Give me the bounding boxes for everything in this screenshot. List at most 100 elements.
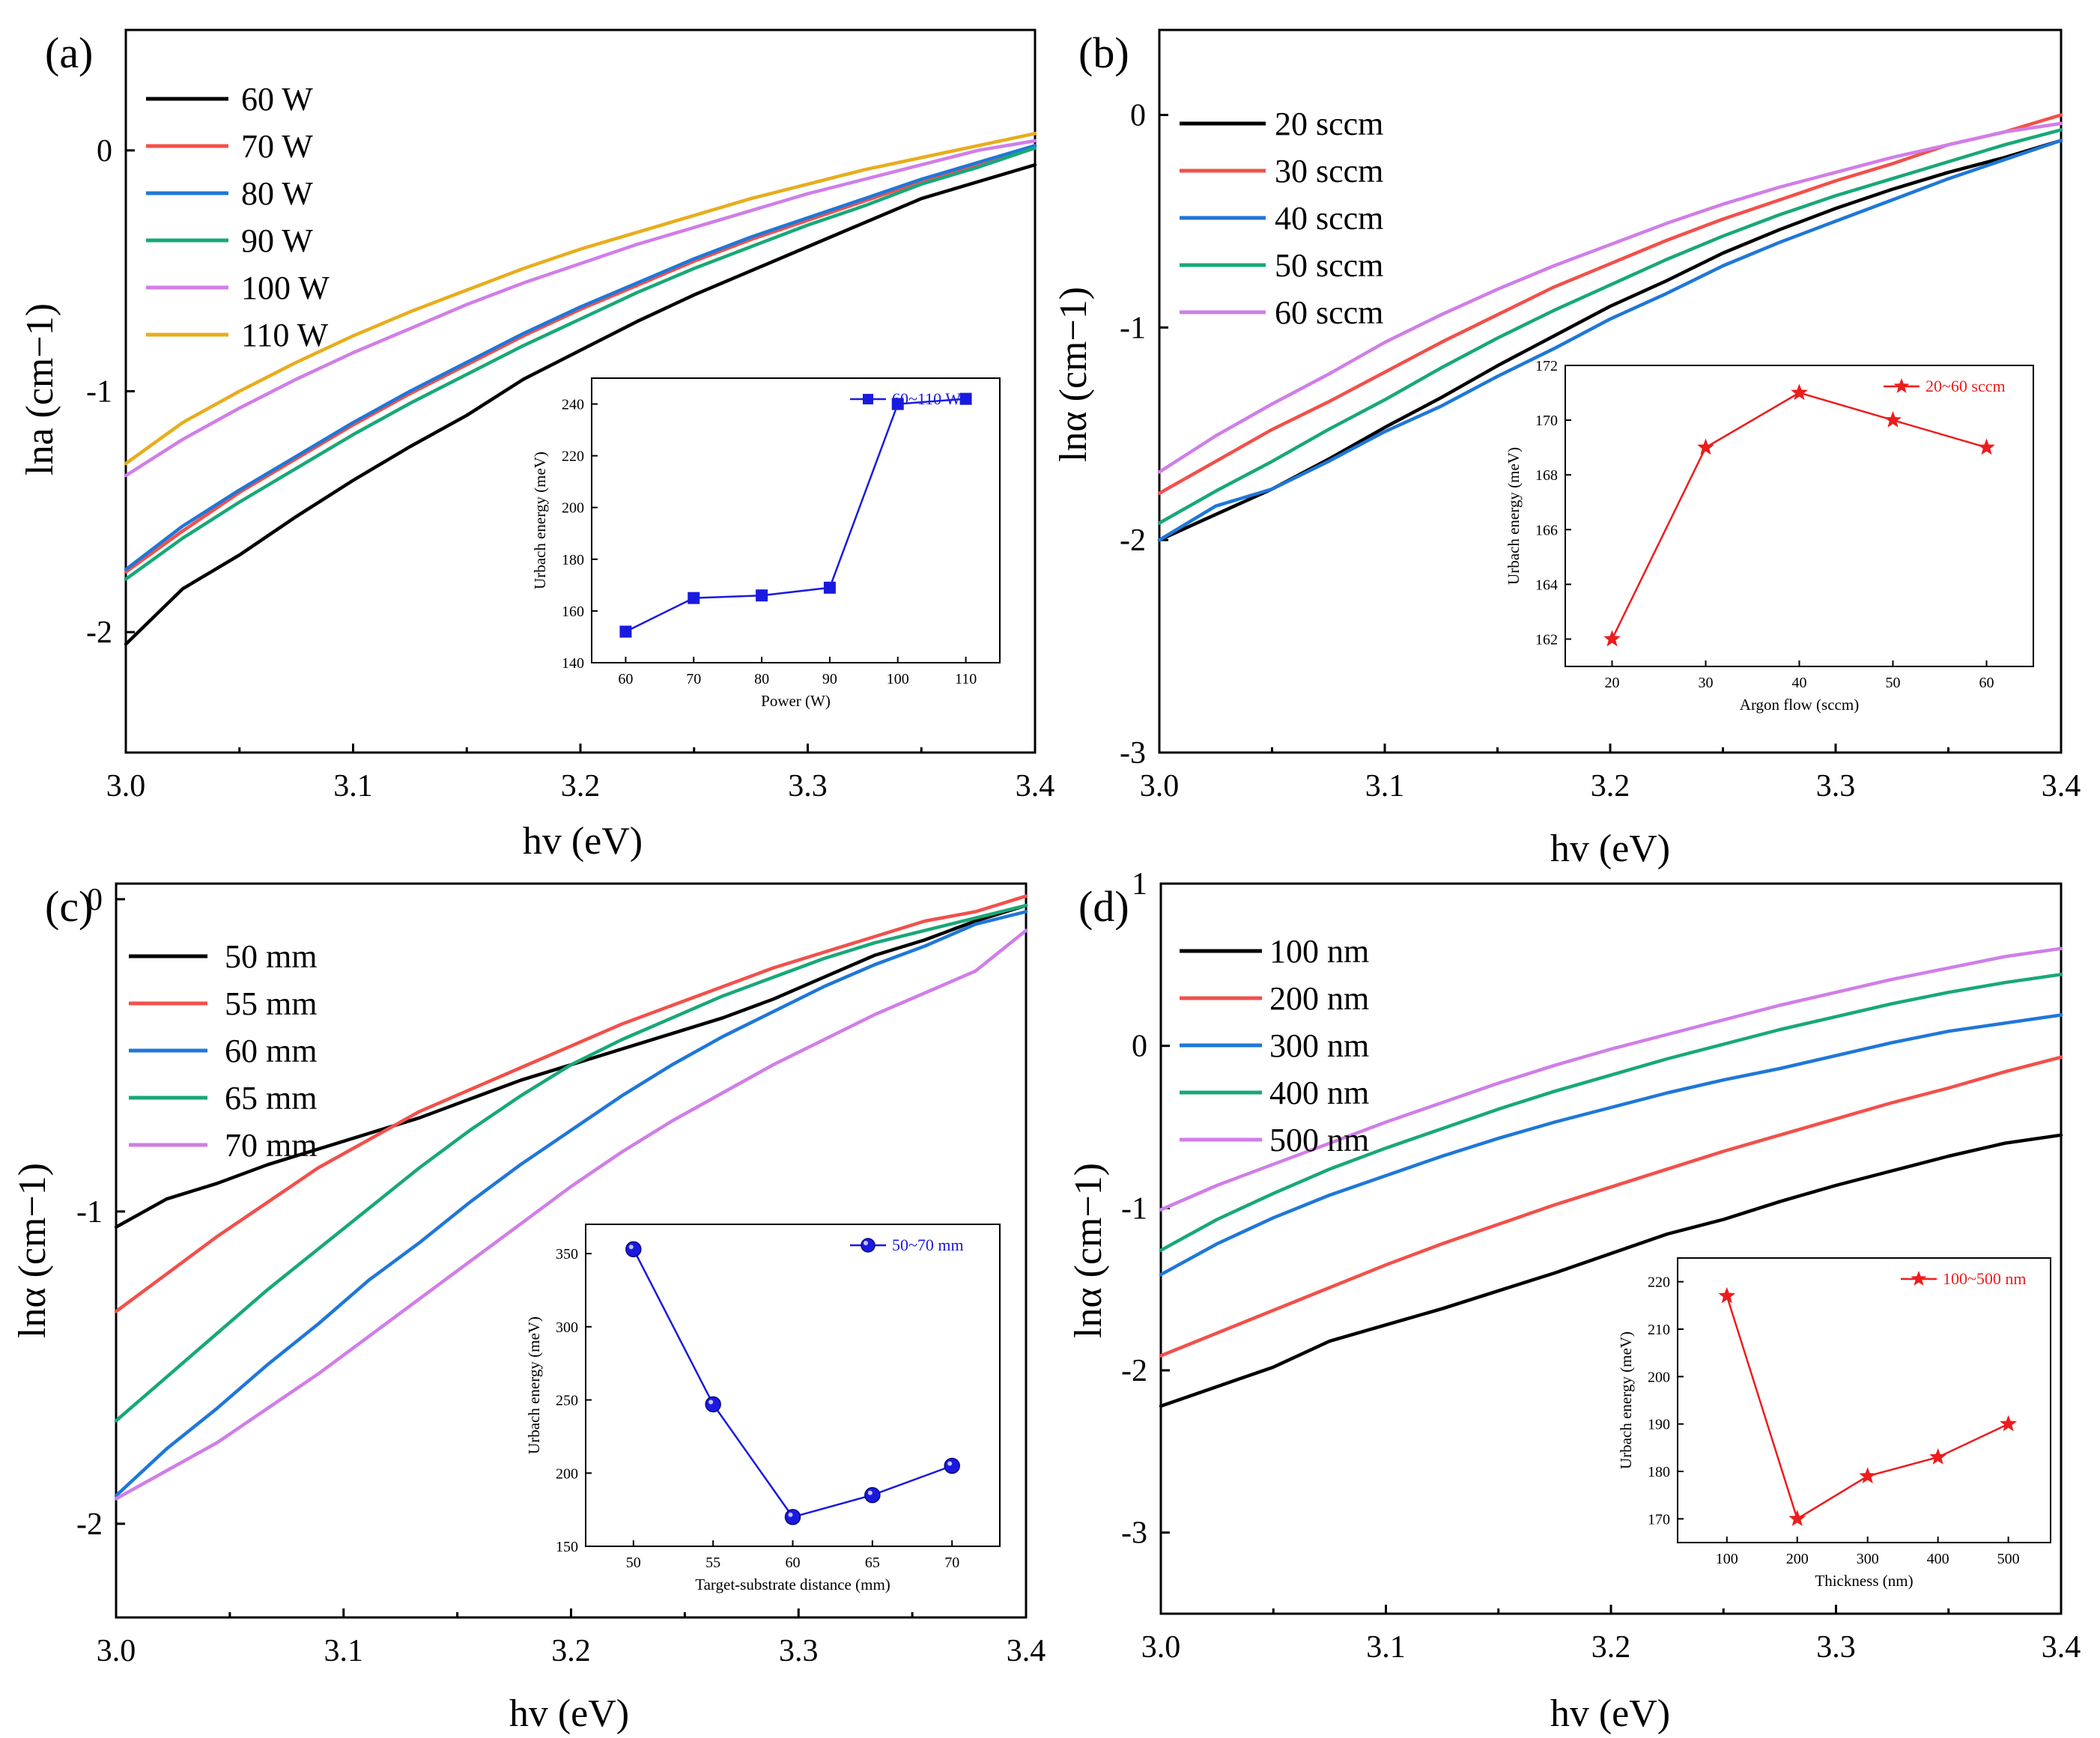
inset-x-tick-label: 30 <box>1699 675 1714 691</box>
inset-chart: 20 30 40 50 60 162 164 166 168 170 172 20~60 sccm Ar… <box>1505 358 2034 714</box>
y-tick-label: -1 <box>86 375 112 410</box>
x-axis-label: hv (eV) <box>1550 1692 1670 1735</box>
inset-y-axis-label: Urbach energy (meV) <box>525 1316 543 1454</box>
x-tick-label: 3.3 <box>779 1634 819 1668</box>
inset-y-tick-label: 140 <box>562 655 584 672</box>
x-tick-label: 3.4 <box>2042 1630 2081 1665</box>
series-line-55-mm <box>114 894 1028 1313</box>
x-axis-label: hv (eV) <box>1550 827 1670 870</box>
series-line-40-sccm <box>1157 139 2063 542</box>
series-line-50-sccm <box>1157 128 2063 525</box>
inset-frame <box>591 377 1001 663</box>
inset-y-tick-label: 168 <box>1535 467 1558 484</box>
inset-series-line <box>625 398 966 633</box>
inset-point-highlight <box>628 1245 634 1250</box>
inset-point <box>1893 378 1910 393</box>
y-tick-label: -1 <box>1120 311 1146 345</box>
inset-y-tick-label: 250 <box>556 1393 578 1409</box>
y-tick-label: -2 <box>86 616 112 650</box>
x-tick-label: 3.2 <box>1591 1630 1631 1665</box>
y-tick-label: 0 <box>1132 1030 1147 1064</box>
x-tick-label: 3.2 <box>551 1634 591 1668</box>
legend-label: 60 W <box>241 81 313 118</box>
inset-legend-label: 100~500 nm <box>1943 1269 2027 1288</box>
legend-label: 20 sccm <box>1275 106 1383 142</box>
inset-y-tick-label: 200 <box>556 1465 578 1482</box>
legend-label: 100 nm <box>1269 933 1369 970</box>
panel-d: 3.0 3.1 3.2 3.3 3.4 -3 -2 -1 0 1 100 nm 200 nm 300 n… <box>1067 867 2081 1735</box>
series-line-200-nm <box>1159 1055 2063 1358</box>
inset-x-tick-label: 100 <box>1716 1551 1738 1567</box>
inset-legend-label: 60~110 W <box>892 389 961 408</box>
x-axis-label: hv (eV) <box>523 820 643 863</box>
inset-x-tick-label: 110 <box>955 671 977 687</box>
inset-point <box>1859 1467 1877 1483</box>
inset-point <box>864 1486 881 1504</box>
inset-point <box>891 398 904 410</box>
inset-x-tick-label: 20 <box>1605 675 1620 691</box>
y-axis-label: lna (cm−1) <box>19 303 61 475</box>
inset-x-tick-label: 70 <box>944 1555 959 1571</box>
inset-y-tick-label: 200 <box>1648 1369 1670 1385</box>
x-tick-label: 3.1 <box>1366 1630 1406 1665</box>
series-line-400-nm <box>1159 973 2063 1252</box>
y-tick-label: -2 <box>1121 1354 1147 1388</box>
inset-point <box>861 1238 875 1253</box>
inset-y-tick-label: 150 <box>556 1539 578 1555</box>
inset-x-tick-label: 400 <box>1927 1551 1949 1567</box>
x-tick-label: 3.1 <box>1365 769 1405 803</box>
inset-point <box>1697 438 1714 455</box>
inset-chart: 100 200 300 400 500 170 180 190 200 210 220 100~500… <box>1617 1257 2051 1590</box>
series-line-70-W <box>124 144 1037 574</box>
inset-y-axis-label: Urbach energy (meV) <box>1617 1331 1635 1469</box>
series-line-60-W <box>124 162 1037 646</box>
y-tick-label: -2 <box>1120 523 1146 558</box>
inset-x-tick-label: 80 <box>754 671 769 687</box>
y-tick-label: -3 <box>1120 736 1146 771</box>
legend-label: 40 sccm <box>1275 200 1383 237</box>
inset-y-tick-label: 220 <box>1648 1274 1670 1291</box>
inset-frame <box>585 1224 1001 1547</box>
legend-label: 100 W <box>241 270 330 306</box>
inset-x-tick-label: 100 <box>887 671 909 687</box>
inset-x-tick-label: 40 <box>1792 675 1807 691</box>
legend-label: 300 nm <box>1269 1027 1369 1064</box>
x-tick-label: 3.2 <box>1591 769 1630 803</box>
inset-x-axis-label: Thickness (nm) <box>1815 1572 1913 1590</box>
inset-point <box>1791 383 1808 401</box>
x-tick-label: 3.4 <box>2042 769 2081 803</box>
inset-point <box>625 1241 642 1257</box>
legend-label: 90 W <box>241 222 313 259</box>
inset-y-tick-label: 160 <box>562 604 584 620</box>
y-tick-label: 0 <box>1130 99 1146 133</box>
y-tick-label: 0 <box>87 883 103 917</box>
x-tick-label: 3.3 <box>1816 1630 1856 1665</box>
panel-a: 3.0 3.1 3.2 3.3 3.4 -2 -1 0 60 W 70 W 80 W 90 W 100 … <box>19 28 1054 863</box>
inset-y-tick-label: 172 <box>1535 358 1558 374</box>
y-axis-label: lnα (cm−1) <box>11 1163 54 1338</box>
inset-y-tick-label: 170 <box>1535 413 1558 429</box>
inset-point <box>756 589 768 602</box>
inset-point-highlight <box>864 1241 868 1245</box>
series-line-100-W <box>124 139 1037 478</box>
series-line-60-mm <box>114 910 1028 1498</box>
inset-point <box>1911 1271 1927 1286</box>
inset-point <box>823 581 836 594</box>
inset-y-axis-label: Urbach energy (meV) <box>531 452 549 589</box>
inset-point <box>863 394 873 404</box>
inset-y-tick-label: 300 <box>556 1319 578 1336</box>
inset-point <box>1603 630 1621 647</box>
panel-label: (a) <box>45 28 93 77</box>
inset-x-tick-label: 50 <box>1886 675 1901 691</box>
legend-label: 70 W <box>241 128 313 165</box>
x-tick-label: 3.0 <box>97 1634 136 1668</box>
inset-y-tick-label: 220 <box>562 449 584 465</box>
panel-label: (b) <box>1078 28 1129 77</box>
inset-point <box>619 625 632 638</box>
inset-x-tick-label: 300 <box>1857 1551 1879 1567</box>
inset-chart: 50 55 60 65 70 150 200 250 300 350 50~70 mm Target-… <box>525 1224 1001 1593</box>
inset-point-highlight <box>708 1400 714 1405</box>
inset-y-tick-label: 170 <box>1648 1511 1670 1528</box>
series-line-30-sccm <box>1157 113 2063 495</box>
